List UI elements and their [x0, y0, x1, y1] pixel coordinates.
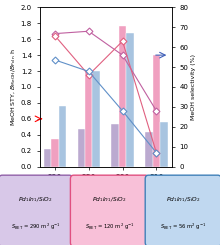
Text: $S_{\rm BET}$ = 290 m$^2$ g$^{-1}$: $S_{\rm BET}$ = 290 m$^2$ g$^{-1}$ — [11, 221, 61, 232]
Bar — [111, 124, 119, 167]
Text: Pd$_1$In$_1$/SiO$_2$: Pd$_1$In$_1$/SiO$_2$ — [166, 195, 200, 204]
Text: Pd$_1$In$_1$/SiO$_2$: Pd$_1$In$_1$/SiO$_2$ — [92, 195, 127, 204]
Bar — [119, 26, 126, 167]
Bar — [44, 149, 51, 167]
Y-axis label: MeOH STY, $\it{B}_{\rm MeOH}/\it{B}_{\rm PdIn}$ h: MeOH STY, $\it{B}_{\rm MeOH}/\it{B}_{\rm… — [9, 48, 18, 126]
Bar — [77, 129, 85, 167]
Bar — [85, 70, 92, 167]
Bar — [145, 132, 153, 167]
X-axis label: Reaction temperature/°C: Reaction temperature/°C — [58, 185, 154, 194]
Bar — [153, 55, 160, 167]
Bar — [160, 122, 168, 167]
Bar — [59, 106, 66, 167]
Text: $S_{\rm BET}$ = 120 m$^2$ g$^{-1}$: $S_{\rm BET}$ = 120 m$^2$ g$^{-1}$ — [84, 221, 134, 232]
Y-axis label: MeOH selectivity (%): MeOH selectivity (%) — [191, 54, 196, 120]
Text: Pd$_1$In$_1$/SiO$_2$: Pd$_1$In$_1$/SiO$_2$ — [18, 195, 53, 204]
Bar — [51, 139, 59, 167]
Text: $S_{\rm BET}$ = 56 m$^2$ g$^{-1}$: $S_{\rm BET}$ = 56 m$^2$ g$^{-1}$ — [160, 221, 206, 232]
Bar — [92, 71, 100, 167]
Bar — [126, 33, 134, 167]
